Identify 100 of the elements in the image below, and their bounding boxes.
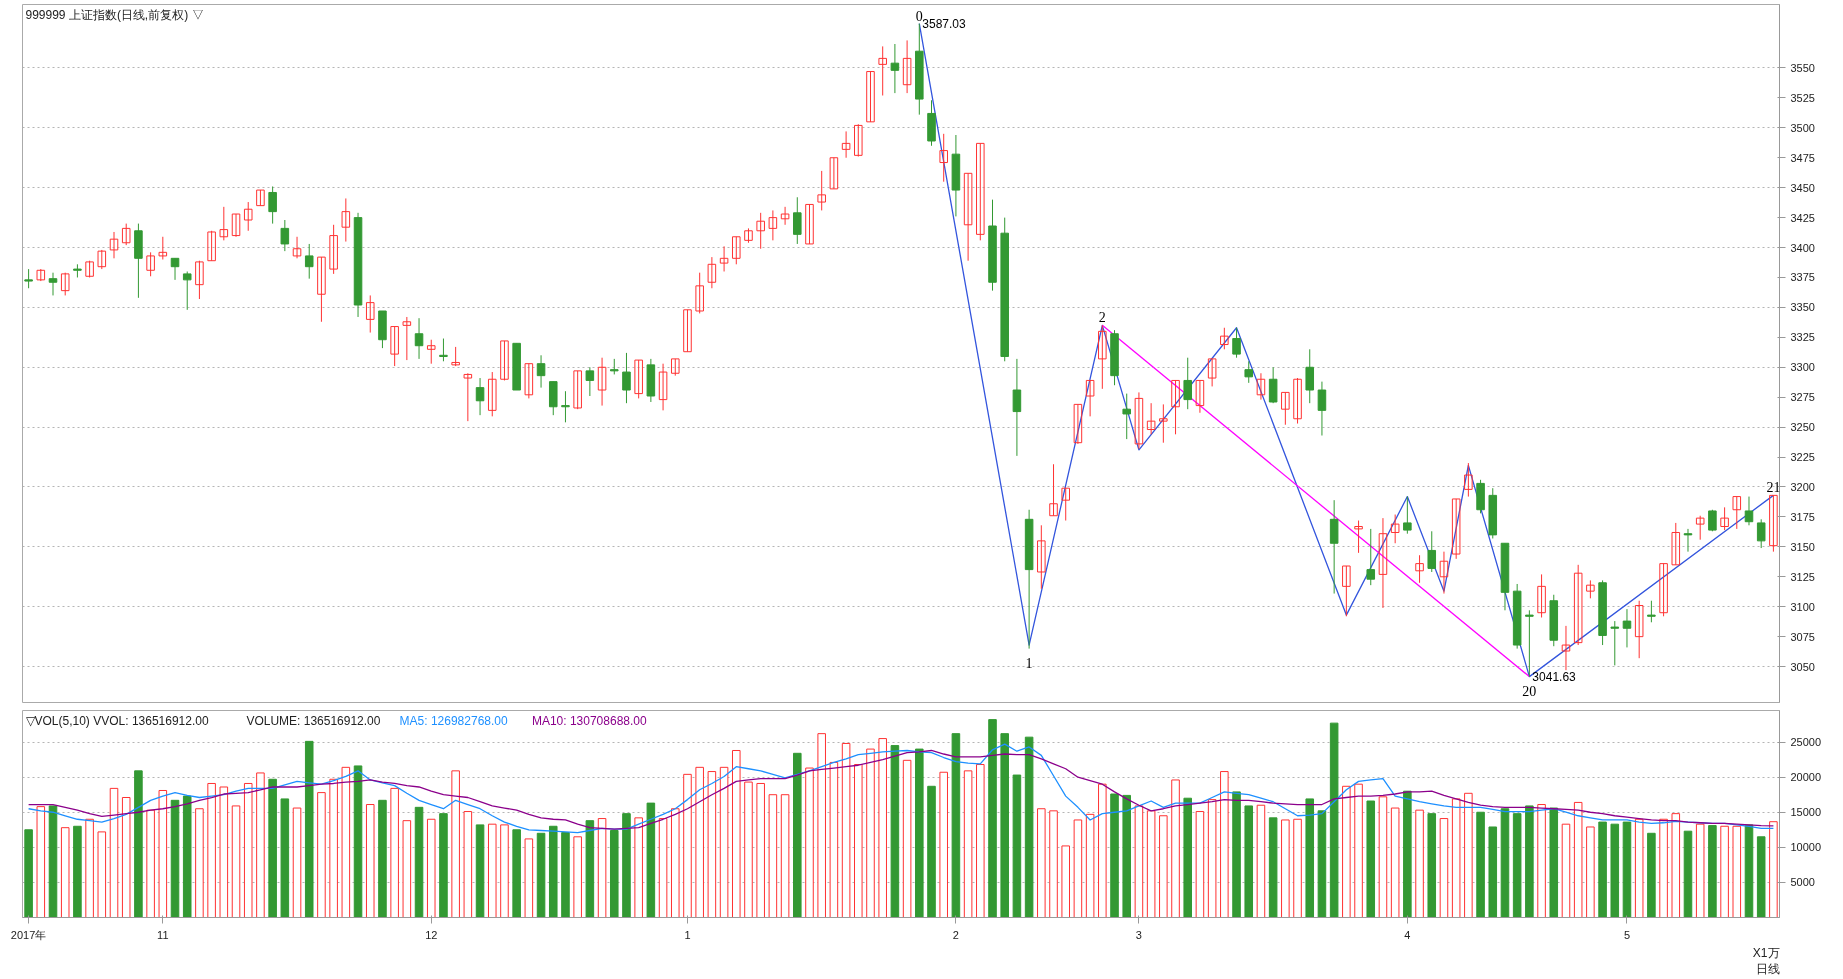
y-tick-label: 3375 — [1790, 271, 1815, 284]
bar — [109, 787, 119, 918]
bar — [317, 792, 326, 918]
bar — [219, 786, 229, 918]
candlestick — [793, 196, 802, 245]
x-tick-label: 5 — [1623, 928, 1631, 941]
bar — [634, 817, 643, 918]
bar — [622, 813, 631, 918]
y-tick-label: 3500 — [1790, 121, 1815, 134]
bar — [1085, 813, 1095, 918]
candlestick — [1378, 517, 1388, 609]
text: X1万 — [1752, 945, 1780, 960]
candlestick — [1232, 327, 1241, 359]
candlestick — [1427, 530, 1437, 573]
candlestick — [695, 272, 704, 314]
bar — [780, 794, 790, 918]
x-tick-label: 2017年 — [10, 928, 47, 941]
candlestick — [97, 249, 107, 270]
candlestick — [500, 340, 509, 381]
bar — [182, 795, 192, 918]
bar — [756, 782, 765, 918]
bar — [1549, 807, 1559, 918]
candlestick — [780, 206, 790, 226]
candlestick — [756, 212, 765, 250]
bar — [1256, 804, 1266, 918]
candlestick — [1220, 327, 1229, 350]
bar — [744, 781, 753, 918]
bar — [609, 829, 619, 918]
bar — [793, 752, 802, 918]
bar — [1598, 821, 1607, 918]
bar — [561, 832, 570, 918]
candlestick — [1293, 377, 1302, 425]
bar — [1146, 810, 1156, 918]
y-tick-label: 3200 — [1790, 480, 1815, 493]
bar — [1525, 805, 1534, 918]
bar — [36, 806, 46, 918]
y-tick-label: 3525 — [1790, 91, 1815, 104]
candlestick — [1012, 358, 1022, 457]
bar — [1610, 823, 1620, 918]
candlestick — [1622, 608, 1632, 648]
bar — [658, 818, 668, 918]
bar — [1366, 800, 1376, 918]
bar — [1634, 818, 1644, 918]
candlestick — [1146, 402, 1156, 435]
bar — [207, 782, 216, 918]
annotation: 0 — [915, 8, 923, 24]
candlestick — [719, 245, 729, 272]
y-tick-label: 20000 — [1790, 771, 1822, 784]
bar — [1647, 832, 1656, 918]
bar — [1049, 810, 1058, 918]
bar — [1183, 797, 1193, 918]
candlestick — [1695, 515, 1705, 541]
bar — [1708, 825, 1717, 918]
bar — [280, 798, 290, 918]
bar — [1134, 805, 1144, 918]
candlestick — [1659, 563, 1668, 617]
y-tick-label: 3100 — [1790, 600, 1815, 613]
bar — [1488, 826, 1498, 918]
y-tick-label: 3225 — [1790, 451, 1815, 464]
candlestick — [976, 142, 985, 241]
bar — [48, 805, 58, 918]
candlestick — [1769, 494, 1778, 553]
candlestick — [732, 236, 741, 265]
bar — [1561, 823, 1571, 918]
candlestick — [243, 201, 253, 232]
bar — [402, 820, 412, 918]
bar — [292, 807, 302, 918]
bar — [1512, 813, 1522, 918]
candlestick — [329, 224, 338, 275]
candlestick — [1281, 391, 1290, 426]
candlestick — [1525, 609, 1534, 678]
candlestick — [817, 170, 826, 211]
bar — [121, 797, 131, 918]
bar — [719, 766, 729, 918]
candlestick — [402, 316, 412, 361]
candlestick — [1451, 498, 1461, 560]
candlestick — [1390, 514, 1400, 544]
bar — [426, 818, 436, 918]
bar — [1098, 783, 1107, 918]
bar — [939, 771, 948, 918]
bar — [475, 824, 485, 918]
candlestick — [268, 185, 277, 225]
candlestick — [1305, 348, 1315, 404]
bar — [353, 765, 363, 918]
candlestick — [841, 130, 851, 159]
x-tick-label: 11 — [157, 928, 169, 941]
y-tick-label: 3475 — [1790, 151, 1815, 164]
candlestick — [1329, 499, 1339, 595]
candlestick — [1366, 528, 1376, 586]
bar — [866, 748, 875, 918]
bar — [146, 809, 155, 918]
candlestick — [939, 133, 948, 183]
bar — [1378, 796, 1388, 918]
bar — [304, 740, 314, 918]
candlestick — [561, 390, 570, 423]
candlestick — [707, 256, 717, 289]
bar — [1268, 817, 1278, 918]
bar — [1537, 804, 1546, 918]
candlestick — [1720, 506, 1729, 531]
candlestick — [1561, 625, 1571, 671]
